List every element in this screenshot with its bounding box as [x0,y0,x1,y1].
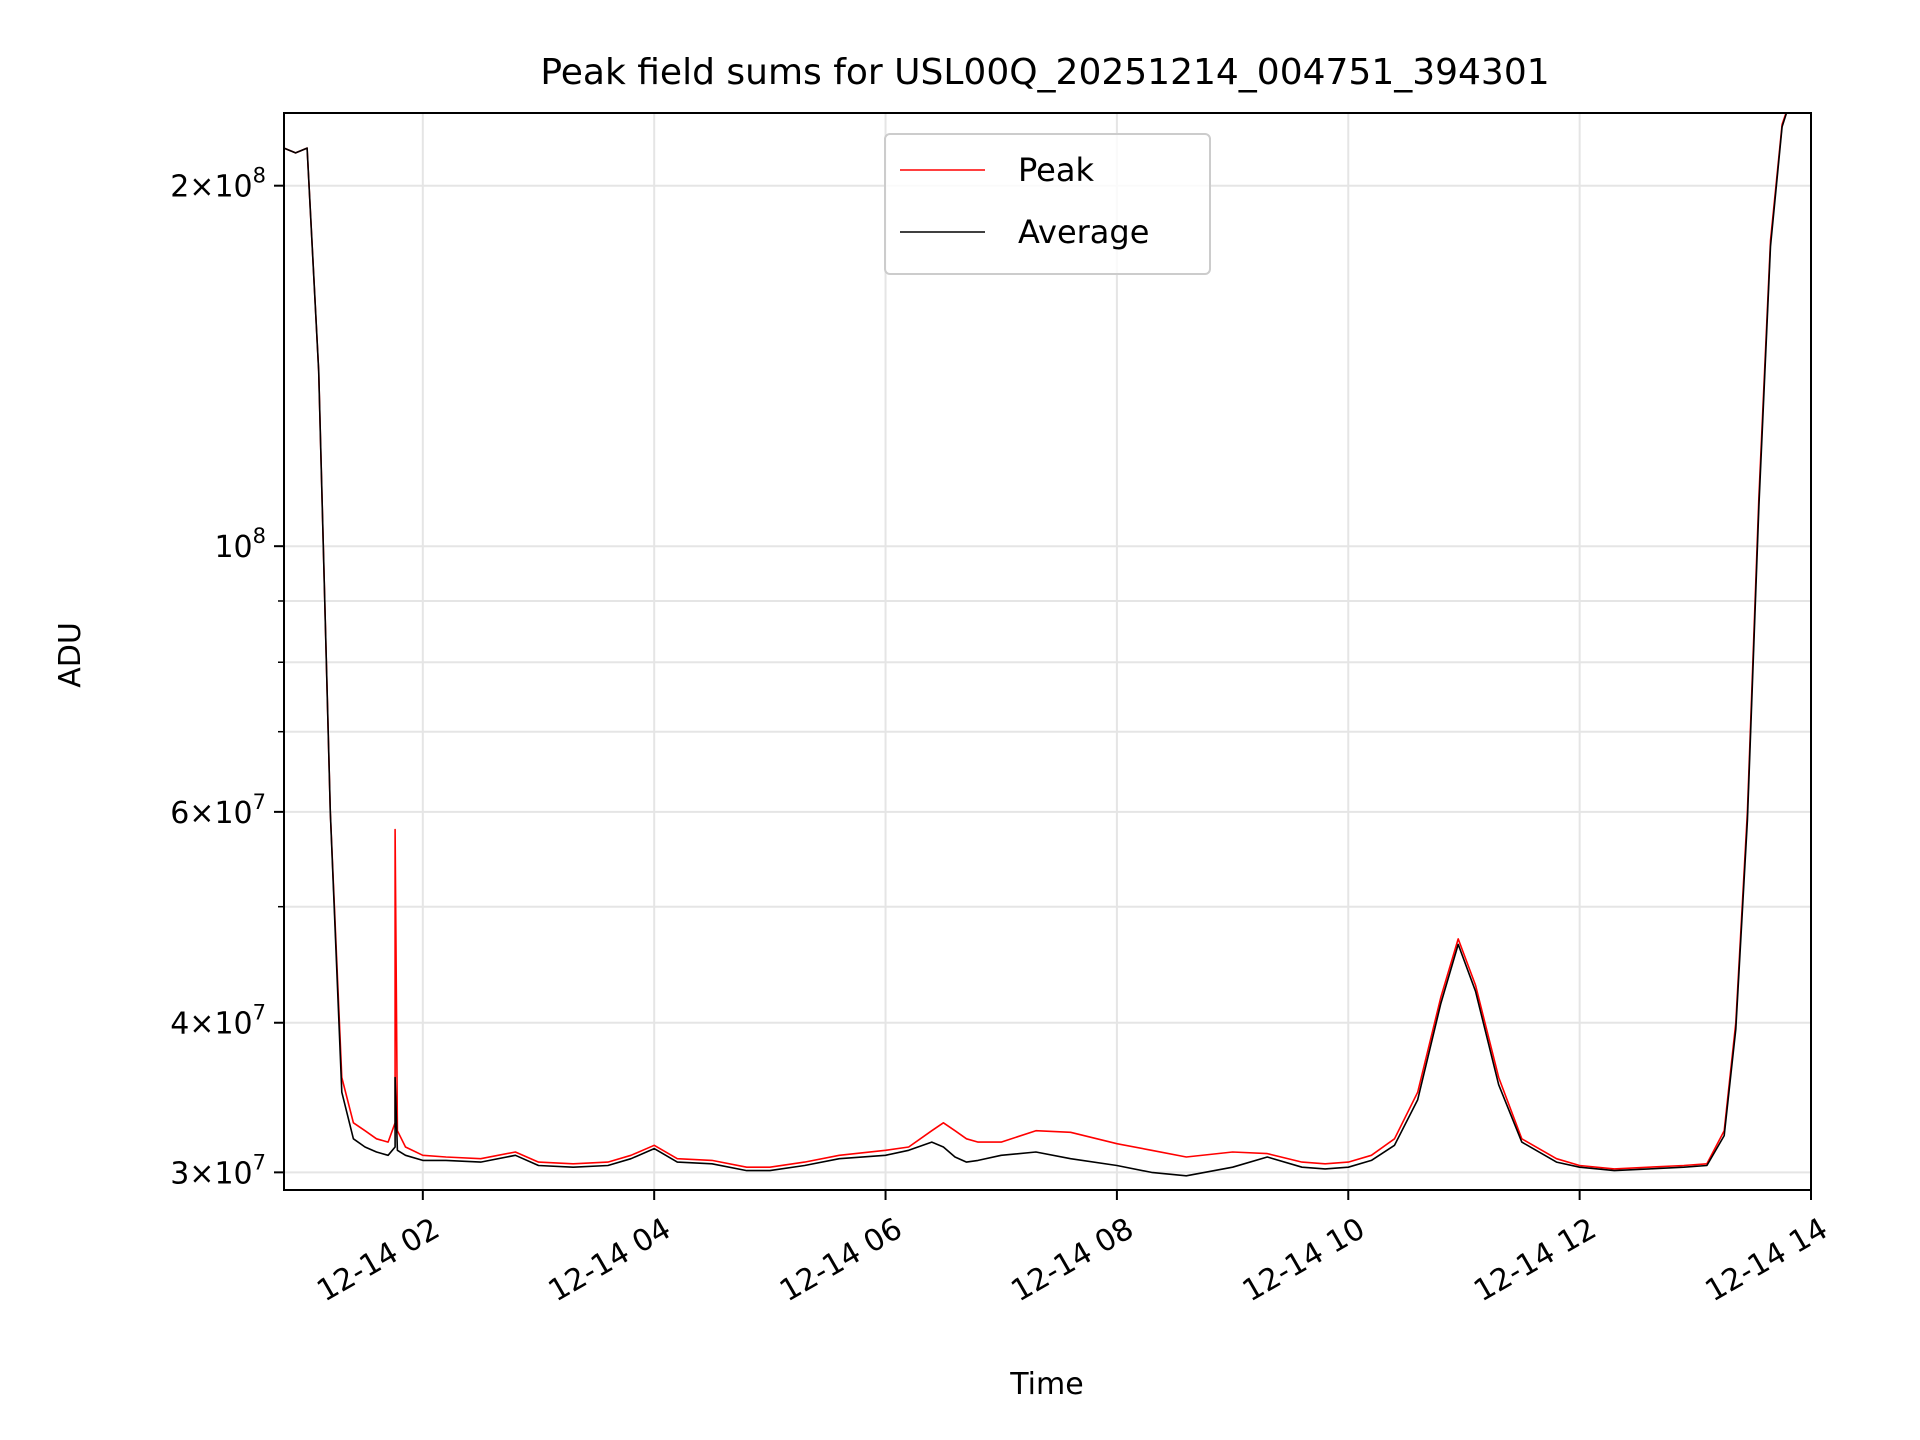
y-tick-label: 108 [214,524,266,565]
y-tick-label: 4×107 [170,1001,266,1042]
y-tick-label: 2×108 [170,164,266,205]
plot-frame [283,112,1812,1191]
legend-average-label: Average [1018,213,1149,251]
grid [284,113,1812,1190]
legend: Peak Average [884,133,1211,275]
chart-title: Peak field sums for USL00Q_20251214_0047… [540,52,1549,93]
legend-peak-label: Peak [1018,151,1094,189]
y-tick-label: 6×107 [170,790,266,831]
y-axis-label: ADU [53,622,88,688]
series-line-average [284,113,1788,1177]
x-axis-label: Time [1009,1367,1083,1402]
y-tick-label: 3×107 [170,1150,266,1191]
series-layer [284,113,1788,1177]
series-line-peak [284,113,1787,1170]
legend-box [884,133,1211,275]
